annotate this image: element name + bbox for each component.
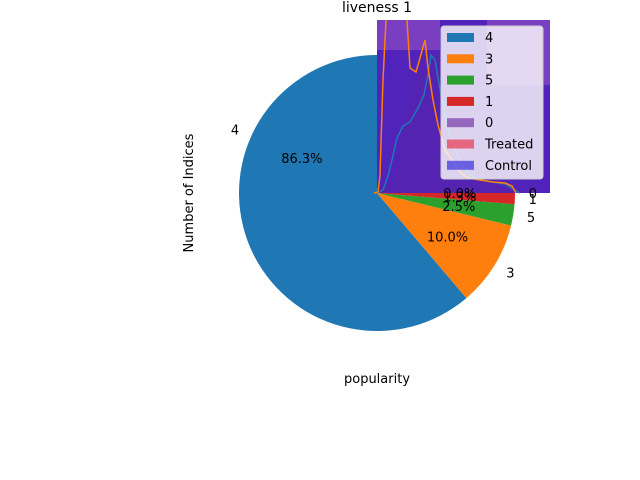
pie-pct-label-4: 86.3%	[281, 152, 322, 167]
legend-swatch-1	[447, 96, 474, 106]
pie-pct-label-5: 2.5%	[442, 200, 475, 215]
pie-label-1: 1	[529, 193, 537, 208]
pie-pct-label-3: 10.0%	[427, 230, 468, 245]
pie-label-0: 0	[529, 187, 537, 202]
x-axis-label: popularity	[344, 372, 410, 387]
legend-label-1: 1	[485, 95, 493, 110]
legend-swatch-4	[447, 33, 474, 42]
legend-swatch-0	[447, 118, 474, 128]
legend-label-0: 0	[485, 116, 493, 131]
legend-label-3: 3	[485, 52, 493, 67]
legend-label-control: Control	[485, 159, 532, 174]
legend-label-4: 4	[485, 31, 493, 46]
legend-swatch-5	[447, 75, 474, 85]
y-axis-label: Number of Indices	[182, 133, 197, 252]
legend-swatch-treated	[447, 139, 474, 149]
legend-swatch-3	[447, 54, 474, 64]
legend-label-treated: Treated	[484, 138, 533, 153]
pie-label-3: 3	[506, 267, 514, 282]
pie-slice-5	[377, 193, 515, 226]
pie-label-4: 4	[231, 123, 239, 138]
legend-swatch-control	[447, 160, 474, 170]
pie-slice-3	[377, 193, 512, 299]
legend: 4 3 5 1 0 Treated Control	[440, 25, 544, 180]
pie-pct-label-0: 0.0%	[443, 187, 476, 202]
pie-pct-label-1: 1.3%	[443, 190, 476, 205]
chart-title: liveness 1	[342, 0, 412, 16]
pie-label-5: 5	[527, 211, 535, 226]
pie-slice-1	[377, 193, 515, 205]
legend-label-5: 5	[485, 74, 493, 89]
